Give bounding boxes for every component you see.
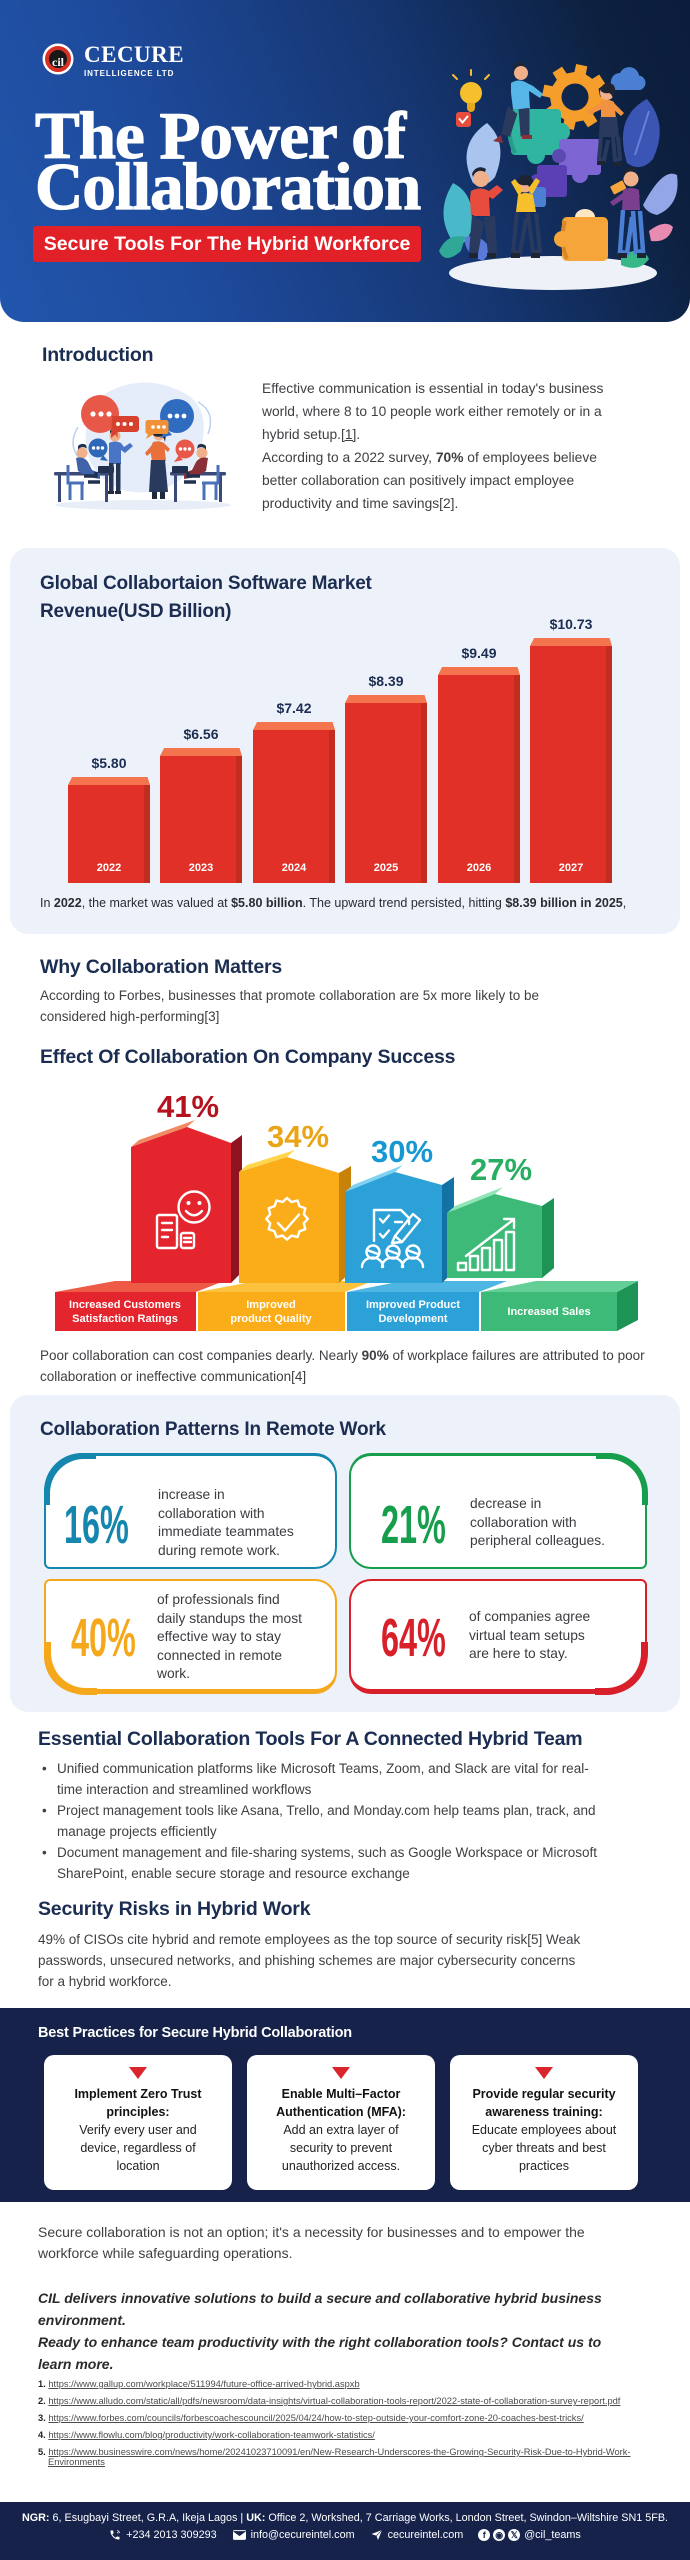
- svg-text:27%: 27%: [470, 1152, 532, 1187]
- svg-text:34%: 34%: [267, 1119, 329, 1154]
- svg-text:41%: 41%: [157, 1089, 219, 1124]
- svg-text:Development: Development: [378, 1313, 447, 1325]
- svg-text:Increased Customers: Increased Customers: [69, 1299, 181, 1311]
- svg-text:product Quality: product Quality: [230, 1313, 312, 1325]
- svg-text:Improved: Improved: [246, 1299, 296, 1311]
- svg-text:Improved Product: Improved Product: [366, 1299, 460, 1311]
- svg-text:Satisfaction Ratings: Satisfaction Ratings: [72, 1313, 178, 1325]
- svg-text:Increased Sales: Increased Sales: [507, 1306, 590, 1318]
- svg-text:30%: 30%: [371, 1134, 433, 1169]
